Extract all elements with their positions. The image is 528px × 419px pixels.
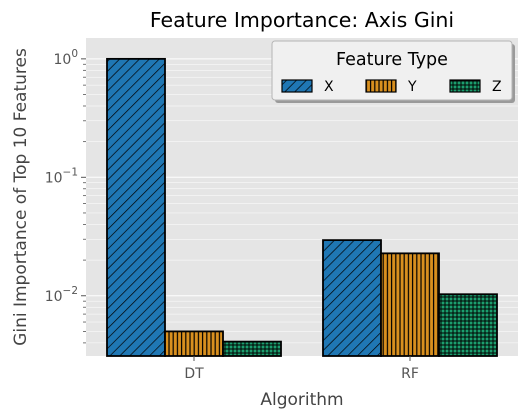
legend-swatch-hatch — [365, 79, 397, 93]
legend-label-z: Z — [492, 79, 502, 95]
y-tick-label: 100 — [53, 48, 78, 68]
legend-swatch-hatch — [281, 79, 313, 93]
legend-swatch-hatch — [449, 79, 481, 93]
bars — [106, 57, 498, 357]
legend-title: Feature Type — [336, 50, 448, 70]
y-axis-label: Gini Importance of Top 10 Features — [11, 48, 31, 346]
bar-hatch — [106, 57, 166, 357]
axis-ticks: 100 10−1 10−2 DT RF — [45, 48, 419, 382]
x-tick-label: DT — [184, 366, 204, 382]
y-tick-label: 10−2 — [45, 285, 78, 305]
legend: Feature Type X Y Z — [271, 40, 515, 103]
bar-hatch — [164, 330, 224, 357]
legend-label-y: Y — [407, 79, 417, 95]
y-tick-label: 10−1 — [45, 166, 78, 186]
bar-hatch — [438, 293, 498, 357]
bar-hatch — [380, 252, 440, 357]
bar-hatch — [222, 340, 282, 357]
bar-hatch — [322, 239, 382, 357]
x-tick-label: RF — [401, 366, 419, 382]
chart-title: Feature Importance: Axis Gini — [150, 8, 454, 32]
legend-label-x: X — [324, 79, 334, 95]
x-axis-label: Algorithm — [260, 390, 343, 410]
